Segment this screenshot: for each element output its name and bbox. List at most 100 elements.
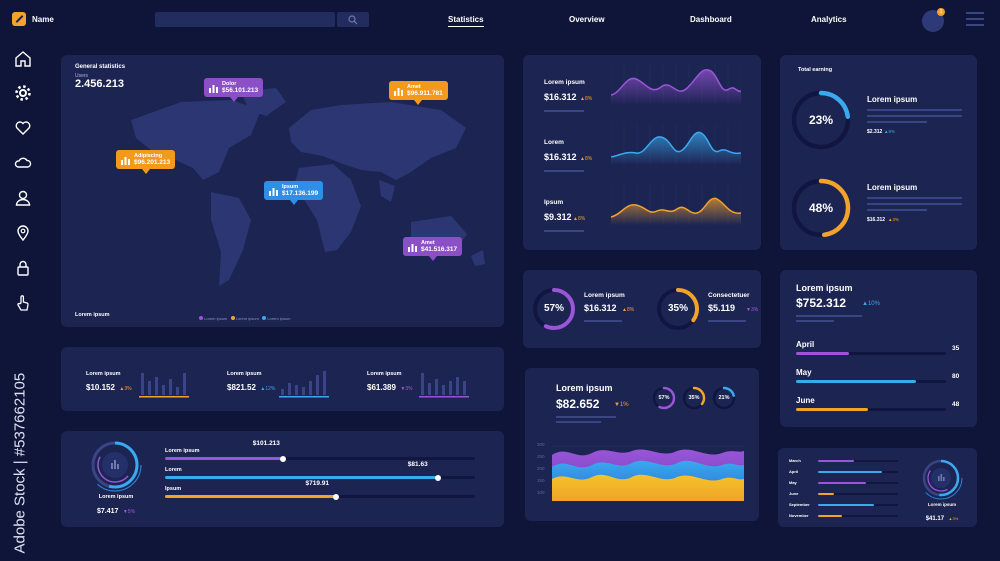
map-pin-ipsum[interactable]: Ipsum $17.136.199 bbox=[264, 181, 324, 205]
area-card-label: Lorem ipsum bbox=[556, 383, 613, 393]
map-card-total: 2.456.213 bbox=[75, 78, 124, 90]
progress-bar-label: Lorem ipsum bbox=[165, 448, 200, 454]
tab-overview[interactable]: Overview bbox=[569, 15, 605, 24]
wave-chart bbox=[611, 125, 741, 165]
month-track bbox=[796, 352, 946, 355]
months-card-value: $752.312 bbox=[796, 296, 847, 310]
home-icon[interactable] bbox=[14, 50, 32, 68]
map-card: General statistics Users 2.456.213 Dolor… bbox=[61, 55, 504, 327]
bar-chart-icon bbox=[394, 88, 403, 96]
donut-label: Consectetuer bbox=[708, 292, 750, 299]
placeholder-line bbox=[544, 110, 584, 112]
tab-dashboard[interactable]: Dashboard bbox=[690, 15, 732, 24]
mini-stat-delta: ▲3% bbox=[119, 386, 132, 392]
donut-label: Lorem ipsum bbox=[584, 292, 625, 299]
small-month-label: March bbox=[789, 458, 801, 463]
area-card-delta: ▼1% bbox=[614, 402, 629, 408]
mini-stat-1: Lorem ipsum $10.152 ▲3% bbox=[86, 371, 132, 395]
wave-card: Lorem ipsum $16.312 ▲8% Lorem $16.312 ▲8% Ipsu… bbox=[523, 55, 761, 250]
map-pin-amet-1[interactable]: Amet $96.911.781 bbox=[389, 81, 448, 105]
earning-card-title: Total earning bbox=[798, 67, 833, 73]
y-tick-label: 150 bbox=[537, 478, 545, 483]
placeholder-line bbox=[867, 209, 927, 211]
month-fill bbox=[796, 380, 916, 383]
wave-row-label: Lorem bbox=[544, 139, 564, 146]
area-ring bbox=[652, 386, 676, 410]
user-icon[interactable] bbox=[14, 189, 32, 207]
heart-icon[interactable] bbox=[14, 119, 32, 137]
map-card-title: General statistics bbox=[75, 64, 126, 70]
mini-stat-value: $10.152 bbox=[86, 383, 115, 392]
map-pin-dolor[interactable]: Dolor $56.101.213 bbox=[204, 78, 264, 102]
map-pin-adipiscing[interactable]: Adipiscing $96.201.213 bbox=[116, 150, 176, 174]
progress-bar-value: $101.213 bbox=[252, 440, 280, 447]
pin-value: $17.136.199 bbox=[282, 190, 319, 197]
donut-chart bbox=[657, 288, 699, 330]
earning-delta: ▲3% bbox=[888, 217, 899, 222]
small-month-fill bbox=[818, 515, 842, 517]
small-month-label: May bbox=[789, 480, 797, 485]
months-card-label: Lorem ipsum bbox=[796, 283, 853, 293]
mini-bar-chart-1 bbox=[139, 373, 189, 398]
progress-handle[interactable] bbox=[434, 474, 441, 481]
placeholder-line bbox=[708, 320, 746, 322]
small-ring-gauge bbox=[919, 456, 963, 500]
earning-card: Total earning 23% Lorem ipsum $2.312 ▲8% 48%… bbox=[780, 55, 977, 250]
earning-donut bbox=[791, 178, 851, 238]
map-legend: Lorem ipsum Lorem ipsum Lorem ipsum bbox=[199, 316, 290, 321]
progress-card: Lorem ipsum $7.417 ▼5% Lorem ipsum $101.2… bbox=[61, 431, 504, 527]
mini-stat-delta: ▲12% bbox=[260, 386, 276, 392]
month-label: May bbox=[796, 368, 812, 377]
placeholder-line bbox=[867, 121, 927, 123]
ring-gauge bbox=[88, 438, 142, 492]
earning-value: $16.312 bbox=[867, 217, 886, 223]
menu-icon[interactable] bbox=[966, 12, 984, 26]
wave-row-delta: ▲8% bbox=[580, 96, 593, 102]
small-months-delta: ▲3% bbox=[948, 516, 959, 521]
bar-chart-icon bbox=[408, 244, 417, 252]
small-month-fill bbox=[818, 504, 874, 506]
small-month-label: April bbox=[789, 469, 799, 474]
search-input[interactable] bbox=[155, 12, 335, 27]
month-value: 48 bbox=[952, 401, 960, 408]
y-tick-label: 300 bbox=[537, 442, 545, 447]
map-card-subtitle: Users bbox=[75, 73, 89, 79]
hand-pointer-icon[interactable] bbox=[14, 294, 32, 312]
gear-icon[interactable] bbox=[14, 84, 32, 102]
area-ring-label: 57% bbox=[658, 394, 670, 401]
wave-row-delta: ▲8% bbox=[580, 156, 593, 162]
month-label: April bbox=[796, 340, 815, 349]
cloud-icon[interactable] bbox=[14, 154, 32, 172]
map-pin-amet-2[interactable]: Amet $41.516.317 bbox=[403, 237, 463, 261]
tab-analytics[interactable]: Analytics bbox=[811, 15, 847, 24]
progress-bar-value: $81.63 bbox=[407, 461, 428, 468]
avatar[interactable]: 1 bbox=[922, 8, 945, 32]
area-ring-label: 35% bbox=[688, 394, 700, 401]
earning-value: $2.312 bbox=[867, 129, 883, 135]
earning-donut-label: 48% bbox=[808, 200, 834, 215]
placeholder-line bbox=[544, 170, 584, 172]
y-tick-label: 100 bbox=[537, 490, 545, 495]
progress-bar-label: Lorem bbox=[165, 467, 182, 473]
location-pin-icon[interactable] bbox=[14, 224, 32, 242]
lock-icon[interactable] bbox=[14, 259, 32, 277]
logo-icon[interactable] bbox=[12, 12, 26, 26]
tab-statistics[interactable]: Statistics bbox=[448, 15, 484, 27]
legend-label: Lorem ipsum bbox=[235, 316, 259, 321]
placeholder-line bbox=[544, 230, 584, 232]
search-button[interactable] bbox=[337, 12, 369, 27]
placeholder-line bbox=[867, 197, 962, 199]
placeholder-line bbox=[867, 109, 962, 111]
progress-fill bbox=[165, 457, 283, 460]
month-fill bbox=[796, 352, 849, 355]
earning-label: Lorem ipsum bbox=[867, 95, 918, 104]
small-months-value: $41.17 bbox=[925, 516, 945, 522]
progress-handle[interactable] bbox=[279, 455, 286, 462]
pin-label: Adipiscing bbox=[134, 153, 163, 159]
progress-handle[interactable] bbox=[332, 493, 339, 500]
donut-chart bbox=[533, 288, 575, 330]
earning-label: Lorem ipsum bbox=[867, 183, 918, 192]
mini-stat-2: Lorem ipsum $821.52 ▲12% bbox=[227, 371, 275, 395]
mini-stat-label: Lorem ipsum bbox=[86, 371, 121, 377]
donut-chart-label: 57% bbox=[543, 303, 564, 314]
